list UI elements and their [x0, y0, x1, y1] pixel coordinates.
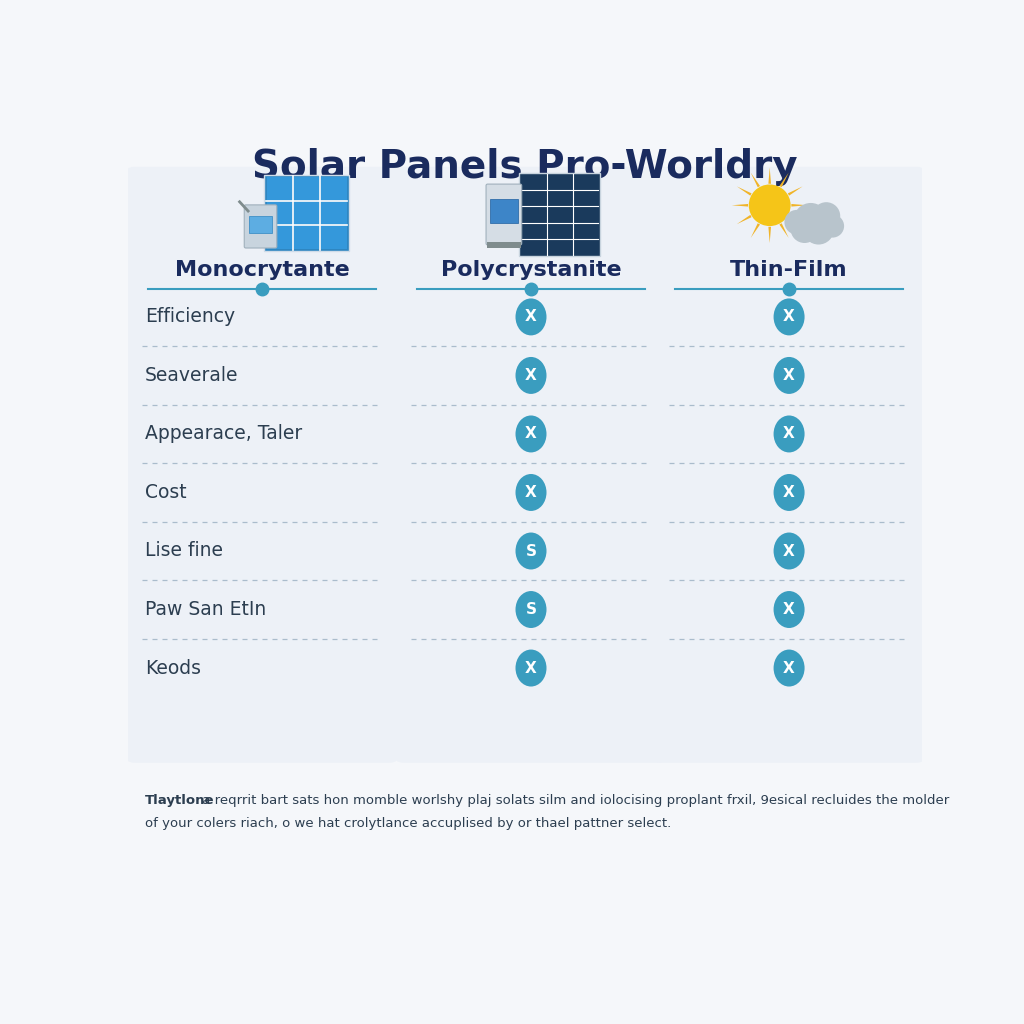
FancyBboxPatch shape	[321, 177, 346, 200]
FancyBboxPatch shape	[294, 177, 319, 200]
Circle shape	[803, 214, 834, 245]
Ellipse shape	[773, 416, 805, 453]
Polygon shape	[787, 186, 803, 196]
Circle shape	[791, 215, 818, 243]
Ellipse shape	[515, 357, 547, 394]
FancyBboxPatch shape	[264, 175, 349, 251]
FancyBboxPatch shape	[125, 167, 399, 763]
Text: Efficiency: Efficiency	[145, 307, 236, 327]
Ellipse shape	[773, 357, 805, 394]
Ellipse shape	[515, 474, 547, 511]
Polygon shape	[737, 186, 752, 196]
Ellipse shape	[515, 591, 547, 628]
Ellipse shape	[515, 416, 547, 453]
FancyBboxPatch shape	[266, 202, 292, 224]
FancyBboxPatch shape	[245, 205, 276, 248]
Text: Lise fine: Lise fine	[145, 542, 223, 560]
Ellipse shape	[773, 649, 805, 686]
Polygon shape	[732, 204, 749, 207]
Text: X: X	[525, 660, 537, 676]
Polygon shape	[737, 215, 752, 224]
FancyBboxPatch shape	[266, 226, 292, 249]
Circle shape	[812, 202, 841, 230]
Text: Polycrystanite: Polycrystanite	[440, 260, 622, 280]
Text: X: X	[525, 368, 537, 383]
Circle shape	[794, 203, 827, 237]
FancyBboxPatch shape	[394, 167, 669, 763]
Polygon shape	[751, 173, 760, 187]
Text: Monocrytante: Monocrytante	[175, 260, 349, 280]
FancyBboxPatch shape	[486, 184, 521, 245]
FancyBboxPatch shape	[266, 177, 292, 200]
Text: Keods: Keods	[145, 658, 201, 678]
Text: Solar Panels Pro-Worldry: Solar Panels Pro-Worldry	[252, 147, 798, 185]
Polygon shape	[779, 173, 788, 187]
Text: of your colers riach, o we hat crolytlance accuplised by or thael pattner select: of your colers riach, o we hat crolytlan…	[145, 817, 672, 830]
Circle shape	[749, 184, 791, 226]
Polygon shape	[792, 204, 808, 207]
Ellipse shape	[773, 474, 805, 511]
Polygon shape	[751, 223, 760, 238]
Text: Seaverale: Seaverale	[145, 366, 239, 385]
Text: Cost: Cost	[145, 483, 186, 502]
FancyBboxPatch shape	[486, 242, 521, 248]
Ellipse shape	[515, 649, 547, 686]
Text: X: X	[783, 309, 795, 325]
FancyBboxPatch shape	[294, 202, 319, 224]
Text: X: X	[525, 485, 537, 500]
Text: S: S	[525, 602, 537, 617]
Circle shape	[821, 214, 844, 238]
FancyBboxPatch shape	[519, 173, 600, 256]
Ellipse shape	[515, 298, 547, 336]
Text: X: X	[783, 368, 795, 383]
FancyBboxPatch shape	[294, 226, 319, 249]
Polygon shape	[768, 168, 771, 183]
Circle shape	[784, 210, 809, 234]
FancyBboxPatch shape	[321, 202, 346, 224]
FancyBboxPatch shape	[321, 226, 346, 249]
Ellipse shape	[773, 532, 805, 569]
FancyBboxPatch shape	[249, 216, 272, 233]
Text: X: X	[783, 602, 795, 617]
FancyBboxPatch shape	[652, 167, 927, 763]
Text: Appearace, Taler: Appearace, Taler	[145, 425, 302, 443]
Text: X: X	[783, 426, 795, 441]
Text: X: X	[783, 544, 795, 558]
Text: S: S	[525, 544, 537, 558]
Text: X: X	[525, 309, 537, 325]
Text: X: X	[783, 485, 795, 500]
FancyBboxPatch shape	[489, 200, 518, 222]
Text: Thin-Film: Thin-Film	[730, 260, 848, 280]
Polygon shape	[779, 223, 788, 238]
Polygon shape	[768, 226, 771, 243]
Ellipse shape	[773, 591, 805, 628]
Ellipse shape	[773, 298, 805, 336]
Text: X: X	[783, 660, 795, 676]
Text: Paw San EtIn: Paw San EtIn	[145, 600, 266, 620]
Text: X: X	[525, 426, 537, 441]
Text: Tlaytlone: Tlaytlone	[145, 795, 215, 807]
Polygon shape	[787, 215, 803, 224]
Ellipse shape	[515, 532, 547, 569]
Text: a reqrrit bart sats hon momble worlshy plaj solats silm and iolocising proplant : a reqrrit bart sats hon momble worlshy p…	[198, 795, 949, 807]
